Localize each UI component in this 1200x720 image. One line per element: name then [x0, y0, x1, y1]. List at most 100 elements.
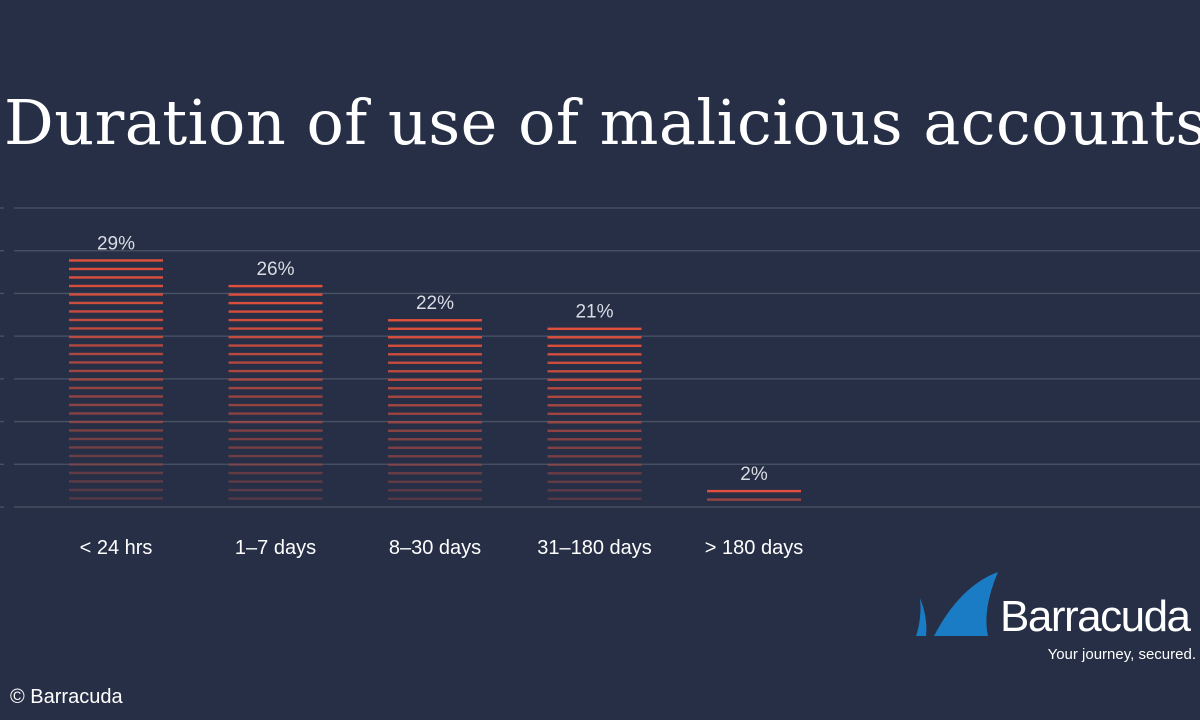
bar-stripe: [547, 378, 642, 381]
barracuda-logo: Barracuda Your journey, secured.: [912, 570, 1200, 670]
bar-stripe: [547, 438, 642, 441]
bar-stripe: [69, 352, 163, 356]
logo-tagline: Your journey, secured.: [1047, 646, 1196, 663]
bar-stripe: [228, 403, 323, 407]
gridlines: [0, 207, 1200, 508]
bar-stripe: [228, 335, 323, 339]
bar-stripe: [388, 319, 482, 322]
bar-stripe: [547, 395, 642, 398]
bar-stripe: [388, 429, 482, 432]
chart-title: Duration of use of malicious accounts: [4, 86, 1200, 159]
bar-stripe: [228, 318, 323, 322]
data-label: 2%: [740, 464, 768, 485]
bar-stripe: [547, 336, 642, 339]
bar-stripe: [547, 446, 642, 449]
bar: [707, 489, 801, 501]
x-tick-label: 8–30 days: [389, 537, 481, 559]
bar-stripe: [228, 488, 323, 492]
bar-stripe: [228, 284, 323, 288]
bar-stripe: [547, 463, 642, 466]
bar-stripe: [388, 455, 482, 458]
bar-stripe: [547, 480, 642, 483]
bar-stripe: [69, 403, 163, 407]
bar-stripe: [547, 472, 642, 475]
bar-stripe: [69, 386, 163, 390]
bar-stripe: [69, 335, 163, 339]
bar-stripe: [228, 437, 323, 441]
bar-stripe: [547, 421, 642, 424]
bar-stripe: [388, 463, 482, 466]
bar-stripe: [228, 429, 323, 432]
bar-stripe: [69, 318, 163, 322]
bar: [69, 259, 163, 500]
x-tick-label: 1–7 days: [235, 537, 316, 559]
bar-stripe: [69, 361, 163, 364]
bar-stripe: [69, 446, 163, 449]
bar-stripe: [547, 412, 642, 415]
bar-stripe: [69, 488, 163, 492]
data-labels: 29% 26% 22% 21% 2%: [97, 233, 768, 485]
bar-stripe: [228, 293, 323, 296]
bar: [388, 319, 482, 500]
bar-stripe: [388, 480, 482, 483]
bar-stripe: [69, 437, 163, 441]
bar-stripe: [388, 327, 482, 330]
bar-stripe: [547, 361, 642, 364]
bar-stripe: [228, 352, 323, 356]
data-label: 21%: [575, 302, 613, 323]
bar-stripe: [388, 438, 482, 441]
bar-stripe: [547, 370, 642, 373]
bar-stripe: [388, 387, 482, 390]
bar-stripe: [69, 310, 163, 313]
bar-stripe: [388, 446, 482, 449]
bar-stripe: [707, 489, 801, 493]
bar-stripe: [69, 327, 163, 330]
bar-stripe: [228, 386, 323, 390]
bar-stripe: [228, 378, 323, 381]
bar-stripe: [228, 301, 323, 305]
copyright-credit: © Barracuda: [10, 686, 123, 708]
bar-stripe: [69, 395, 163, 398]
bar-stripe: [69, 463, 163, 466]
bar-stripe: [388, 412, 482, 415]
data-label: 29%: [97, 233, 135, 254]
bar-stripe: [547, 353, 642, 356]
bar-stripe: [388, 336, 482, 339]
bar-stripe: [69, 412, 163, 415]
bar-stripe: [228, 310, 323, 313]
data-label: 22%: [416, 293, 454, 314]
bar-stripe: [547, 497, 642, 500]
bar-stripe: [228, 463, 323, 466]
bar: [228, 284, 323, 500]
bars: [69, 259, 801, 501]
bar-stripe: [547, 387, 642, 390]
bar-stripe: [228, 497, 323, 500]
bar: [547, 327, 642, 500]
bar-stripe: [388, 472, 482, 475]
bar-stripe: [228, 412, 323, 415]
bar-stripe: [69, 497, 163, 500]
bar-stripe: [69, 454, 163, 458]
bar-stripe: [547, 327, 642, 330]
bar-stripe: [69, 420, 163, 424]
bar-stripe: [388, 353, 482, 356]
bar-stripe: [388, 361, 482, 364]
bar-stripe: [388, 370, 482, 373]
bar-stripe: [547, 344, 642, 347]
x-tick-label: < 24 hrs: [80, 537, 153, 559]
bar-stripe: [69, 284, 163, 288]
logo-wordmark: Barracuda: [1000, 592, 1191, 641]
bar-stripe: [388, 421, 482, 424]
bar-stripe: [228, 480, 323, 483]
bar-stripe: [69, 259, 163, 262]
bar-stripe: [388, 497, 482, 500]
bar-stripe: [228, 454, 323, 458]
bar-stripe: [547, 489, 642, 492]
bar-stripe: [228, 395, 323, 398]
bar-stripe: [69, 293, 163, 296]
bar-stripe: [69, 429, 163, 432]
bar-stripe: [69, 480, 163, 483]
bar-stripe: [388, 404, 482, 407]
